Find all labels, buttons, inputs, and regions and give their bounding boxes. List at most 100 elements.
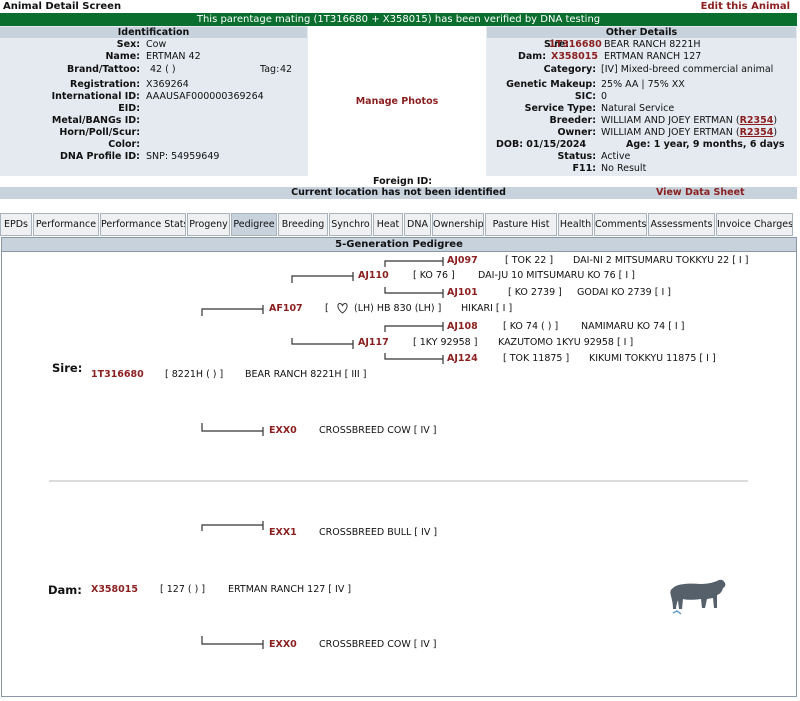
connector-aj117 — [291, 338, 354, 349]
dam-name: ERTMAN RANCH 127 — [604, 51, 702, 62]
sire-label: Sire: — [543, 39, 569, 50]
sex-value: Cow — [146, 39, 167, 50]
af107-tattoo-open: [ — [325, 303, 329, 314]
exx1-name: CROSSBREED BULL [ IV ] — [319, 527, 438, 538]
pedigree-sire-link[interactable]: 1T316680 — [91, 369, 144, 380]
af107-link[interactable]: AF107 — [269, 303, 303, 314]
horn-label: Horn/Poll/Scur: — [59, 127, 140, 138]
identification-panel — [0, 26, 308, 176]
category-label: Category: — [543, 64, 596, 75]
owner-label: Owner: — [557, 127, 596, 138]
title-bar: Animal Detail Screen Edit this Animal — [0, 0, 800, 13]
dam-heading: Dam: — [48, 583, 82, 597]
pedigree-node-dam: X358015 [ 127 ( ) ] ERTMAN RANCH 127 [ I… — [91, 584, 351, 596]
breeder-value: WILLIAM AND JOEY ERTMAN ( — [601, 115, 740, 126]
pedigree-connectors — [49, 257, 748, 649]
manage-photos-link[interactable]: Manage Photos — [355, 96, 439, 107]
aj101-name: GODAI KO 2739 [ I ] — [577, 287, 671, 298]
tab-heat[interactable]: Heat — [373, 213, 403, 236]
aj117-link[interactable]: AJ117 — [358, 337, 389, 348]
other-details-panel — [486, 26, 797, 176]
location-message: Current location has not been identified — [291, 187, 506, 198]
connector-aj101 — [384, 287, 444, 298]
pedigree-dam-link[interactable]: X358015 — [91, 584, 138, 595]
tab-assessments[interactable]: Assessments — [648, 213, 715, 236]
tab-dna[interactable]: DNA — [404, 213, 431, 236]
breeder-label: Breeder: — [549, 115, 596, 126]
af107-tattoo: (LH) HB 830 (LH) ] — [354, 303, 442, 314]
other-details-heading: Other Details — [487, 27, 796, 38]
pedigree-node-aj108: AJ108 [ KO 74 ( ) ] NAMIMARU KO 74 [ I ] — [447, 321, 684, 333]
af107-name: HIKARI [ I ] — [461, 303, 513, 314]
tab-invoice-charges[interactable]: Invoice Charges — [716, 213, 793, 236]
view-data-sheet-link[interactable]: View Data Sheet — [656, 187, 745, 198]
photo-area: Manage Photos — [308, 26, 486, 176]
tag-label: Tag: — [260, 64, 280, 75]
intl-id-value: AAAUSAF000000369264 — [146, 91, 264, 102]
tab-epds[interactable]: EPDs — [0, 213, 32, 236]
exx0-dam-link[interactable]: EXX0 — [269, 639, 297, 650]
tab-performance-stats[interactable]: Performance Stats — [100, 213, 186, 236]
aj110-link[interactable]: AJ110 — [358, 270, 389, 281]
pedigree-sire-name: BEAR RANCH 8221H [ III ] — [245, 369, 367, 380]
connector-aj110 — [291, 272, 354, 283]
dam-id-link[interactable]: X358015 — [551, 51, 598, 62]
pedigree-node-aj110: AJ110 [ KO 76 ] DAI-JU 10 MITSUMARU KO 7… — [358, 270, 635, 282]
pedigree-node-exx1: EXX1 CROSSBREED BULL [ IV ] — [269, 527, 437, 539]
identification-heading: Identification — [0, 27, 307, 38]
tab-bar: EPDs Performance Performance Stats Progeny P… — [0, 213, 800, 236]
pedigree-dam-tattoo: [ 127 ( ) ] — [160, 584, 206, 595]
tab-health[interactable]: Health — [558, 213, 593, 236]
genetic-value: 25% AA | 75% XX — [601, 79, 685, 90]
owner-close: ) — [773, 127, 778, 138]
aj124-link[interactable]: AJ124 — [447, 353, 478, 364]
sic-value: 0 — [601, 91, 608, 102]
breeder-close: ) — [773, 115, 778, 126]
connector-aj108 — [384, 322, 444, 332]
sire-name: BEAR RANCH 8221H — [604, 39, 701, 50]
tab-synchro[interactable]: Synchro — [329, 213, 372, 236]
pedigree-node-aj117: AJ117 [ 1KY 92958 ] KAZUTOMO 1KYU 92958 … — [358, 337, 633, 349]
tab-pedigree[interactable]: Pedigree — [231, 213, 277, 236]
pedigree-node-exx0-sire: EXX0 CROSSBREED COW [ IV ] — [269, 425, 437, 437]
category-value: [IV] Mixed-breed commercial animal — [601, 64, 774, 75]
exx1-link[interactable]: EXX1 — [269, 527, 297, 538]
metal-label: Metal/BANGs ID: — [51, 115, 140, 126]
age-value: Age: 1 year, 9 months, 6 days — [626, 139, 785, 150]
exx0-sire-link[interactable]: EXX0 — [269, 425, 297, 436]
pedigree-node-exx0-dam: EXX0 CROSSBREED COW [ IV ] — [269, 639, 437, 651]
aj097-link[interactable]: AJ097 — [447, 255, 478, 266]
sire-id-link[interactable]: 1T316680 — [549, 39, 602, 50]
tab-breeding[interactable]: Breeding — [278, 213, 328, 236]
screen-title: Animal Detail Screen — [3, 1, 122, 12]
aj108-name: NAMIMARU KO 74 [ I ] — [581, 321, 685, 332]
aj097-name: DAI-NI 2 MITSUMARU TOKKYU 22 [ I ] — [573, 255, 749, 266]
tab-comments[interactable]: Comments — [594, 213, 647, 236]
pedigree-node-aj101: AJ101 [ KO 2739 ] GODAI KO 2739 [ I ] — [447, 287, 671, 299]
tab-ownership[interactable]: Ownership — [432, 213, 484, 236]
breeder-code-link[interactable]: R2354 — [739, 115, 774, 126]
connector-exx0-dam — [201, 636, 264, 649]
connector-aj124 — [384, 353, 444, 364]
color-label: Color: — [108, 139, 140, 150]
aj108-link[interactable]: AJ108 — [447, 321, 478, 332]
tab-pasture-hist[interactable]: Pasture Hist — [485, 213, 557, 236]
edit-animal-link[interactable]: Edit this Animal — [700, 1, 790, 12]
tab-progeny[interactable]: Progeny — [187, 213, 230, 236]
pedigree-node-aj097: AJ097 [ TOK 22 ] DAI-NI 2 MITSUMARU TOKK… — [447, 255, 748, 267]
aj108-tattoo: [ KO 74 ( ) ] — [503, 321, 559, 332]
aj124-tattoo: [ TOK 11875 ] — [503, 353, 570, 364]
connector-aj097 — [384, 257, 444, 267]
sic-label: SIC: — [574, 91, 596, 102]
registration-value: X369264 — [146, 79, 189, 90]
tab-performance[interactable]: Performance — [33, 213, 99, 236]
aj110-tattoo: [ KO 76 ] — [413, 270, 455, 281]
cow-icon — [670, 579, 726, 615]
aj101-link[interactable]: AJ101 — [447, 287, 478, 298]
aj101-tattoo: [ KO 2739 ] — [508, 287, 562, 298]
location-bar: Current location has not been identified… — [0, 187, 797, 199]
service-label: Service Type: — [524, 103, 596, 114]
connector-af107 — [201, 305, 264, 316]
name-label: Name: — [105, 51, 140, 62]
owner-code-link[interactable]: R2354 — [739, 127, 774, 138]
